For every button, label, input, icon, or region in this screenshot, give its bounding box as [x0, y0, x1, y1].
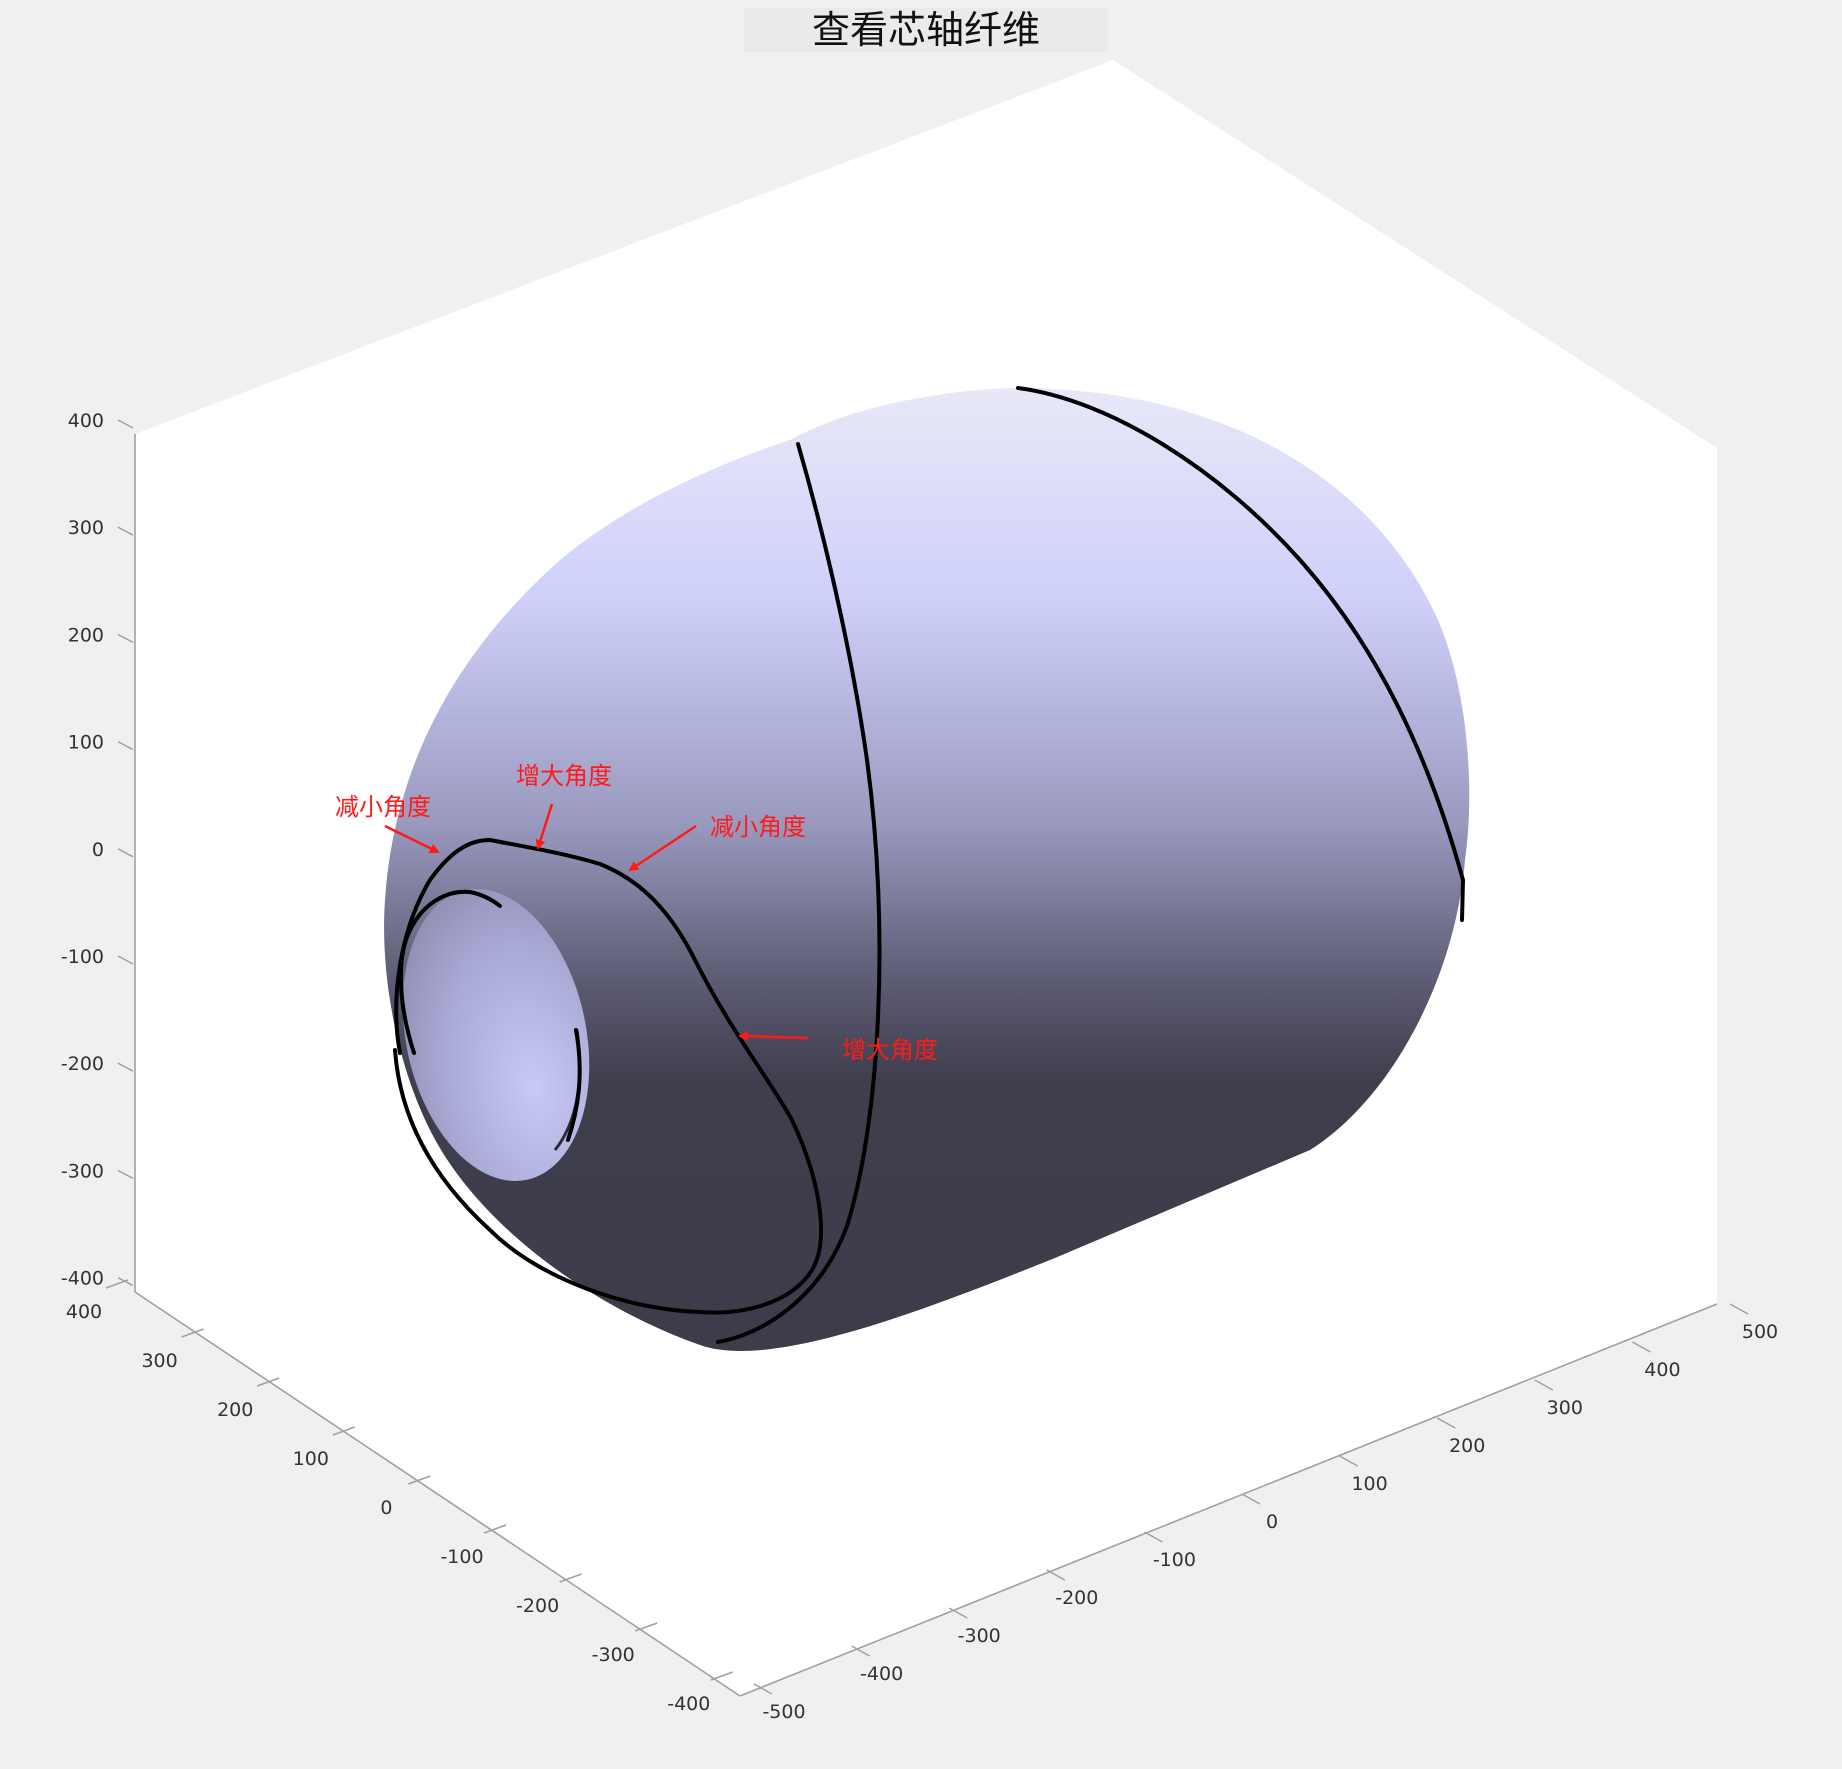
y-tick — [559, 1573, 582, 1583]
z-tick — [117, 526, 134, 536]
x-tick — [1241, 1493, 1261, 1505]
x-tick-label: 100 — [1351, 1473, 1387, 1495]
mandrel-surface — [384, 387, 1470, 1351]
x-tick-label: -500 — [762, 1701, 805, 1723]
y-tick — [256, 1377, 280, 1387]
x-tick-label: -400 — [860, 1663, 903, 1685]
y-tick — [181, 1328, 204, 1338]
y-tick-label: -400 — [667, 1693, 710, 1715]
z-tick-label: -100 — [61, 946, 104, 968]
annotation-label: 减小角度 — [710, 813, 806, 841]
z-tick — [117, 419, 134, 429]
y-tick-label: -300 — [592, 1644, 635, 1666]
z-tick — [117, 740, 134, 751]
annotation-label: 增大角度 — [516, 762, 612, 790]
x-tick — [1436, 1417, 1456, 1429]
fiber-opening-edge — [566, 1028, 582, 1142]
z-tick-label: 0 — [92, 839, 104, 861]
annotation-arrow — [738, 1031, 809, 1042]
annotation-arrow — [535, 803, 554, 850]
x-tick — [1534, 1379, 1554, 1391]
x-tick-label: -100 — [1153, 1549, 1196, 1571]
fiber-paths — [393, 386, 1466, 1344]
z-tick-label: 400 — [68, 410, 104, 432]
y-tick-label: -200 — [516, 1595, 559, 1617]
y-tick — [408, 1475, 431, 1485]
z-tick-label: 200 — [68, 624, 104, 646]
y-tick — [332, 1426, 356, 1436]
fiber-helical-1 — [716, 442, 882, 1344]
y-tick — [634, 1622, 658, 1632]
x-tick-label: 300 — [1547, 1397, 1583, 1419]
z-tick — [117, 1062, 134, 1072]
axis-lines — [134, 434, 1718, 1697]
y-tick-label: 200 — [217, 1399, 253, 1421]
fiber-loop-outer — [393, 837, 823, 1315]
x-tick-label: -300 — [958, 1625, 1001, 1647]
x-tick — [753, 1683, 773, 1695]
x-tick-label: -200 — [1055, 1587, 1098, 1609]
z-tick-label: 300 — [68, 517, 104, 539]
y-tick-label: 0 — [380, 1497, 392, 1519]
annotation-arrow — [628, 824, 697, 872]
fiber-loop-inner — [398, 889, 502, 1055]
annotation-arrow — [384, 824, 440, 854]
axis-ticks: 400 300 200 100 0 -100 -200 -300 -400 400 300 200 10… — [61, 410, 1778, 1723]
x-tick — [1144, 1531, 1163, 1543]
y-tick — [483, 1524, 507, 1534]
z-tick-label: -300 — [61, 1160, 104, 1182]
x-tick-label: 0 — [1266, 1511, 1278, 1533]
x-tick — [1339, 1455, 1358, 1467]
z-tick-label: -200 — [61, 1053, 104, 1075]
y-tick-label: 400 — [66, 1301, 102, 1323]
x-tick-label: 500 — [1742, 1321, 1778, 1343]
y-tick-label: 100 — [293, 1448, 329, 1470]
x-tick — [948, 1607, 968, 1619]
z-tick — [117, 955, 134, 965]
y-tick — [710, 1671, 734, 1681]
x-tick — [1632, 1341, 1651, 1353]
x-tick-label: 200 — [1449, 1435, 1485, 1457]
y-tick — [105, 1279, 129, 1289]
z-tick-label: 100 — [68, 732, 104, 754]
x-tick — [851, 1645, 870, 1657]
annotation-label: 增大角度 — [842, 1036, 938, 1064]
z-tick — [117, 848, 134, 858]
annotation-label: 减小角度 — [335, 793, 431, 821]
z-tick — [117, 1169, 134, 1180]
x-tick-label: 400 — [1644, 1359, 1680, 1381]
y-tick-label: -100 — [440, 1546, 483, 1568]
fiber-helical-2 — [1016, 386, 1466, 922]
figure-title: 查看芯轴纤维 — [744, 8, 1108, 52]
z-tick — [117, 633, 134, 644]
y-tick-label: 300 — [141, 1350, 177, 1372]
x-tick — [1046, 1569, 1066, 1581]
polar-opening — [402, 889, 590, 1181]
x-tick — [1729, 1303, 1749, 1315]
z-tick-label: -400 — [61, 1268, 104, 1290]
